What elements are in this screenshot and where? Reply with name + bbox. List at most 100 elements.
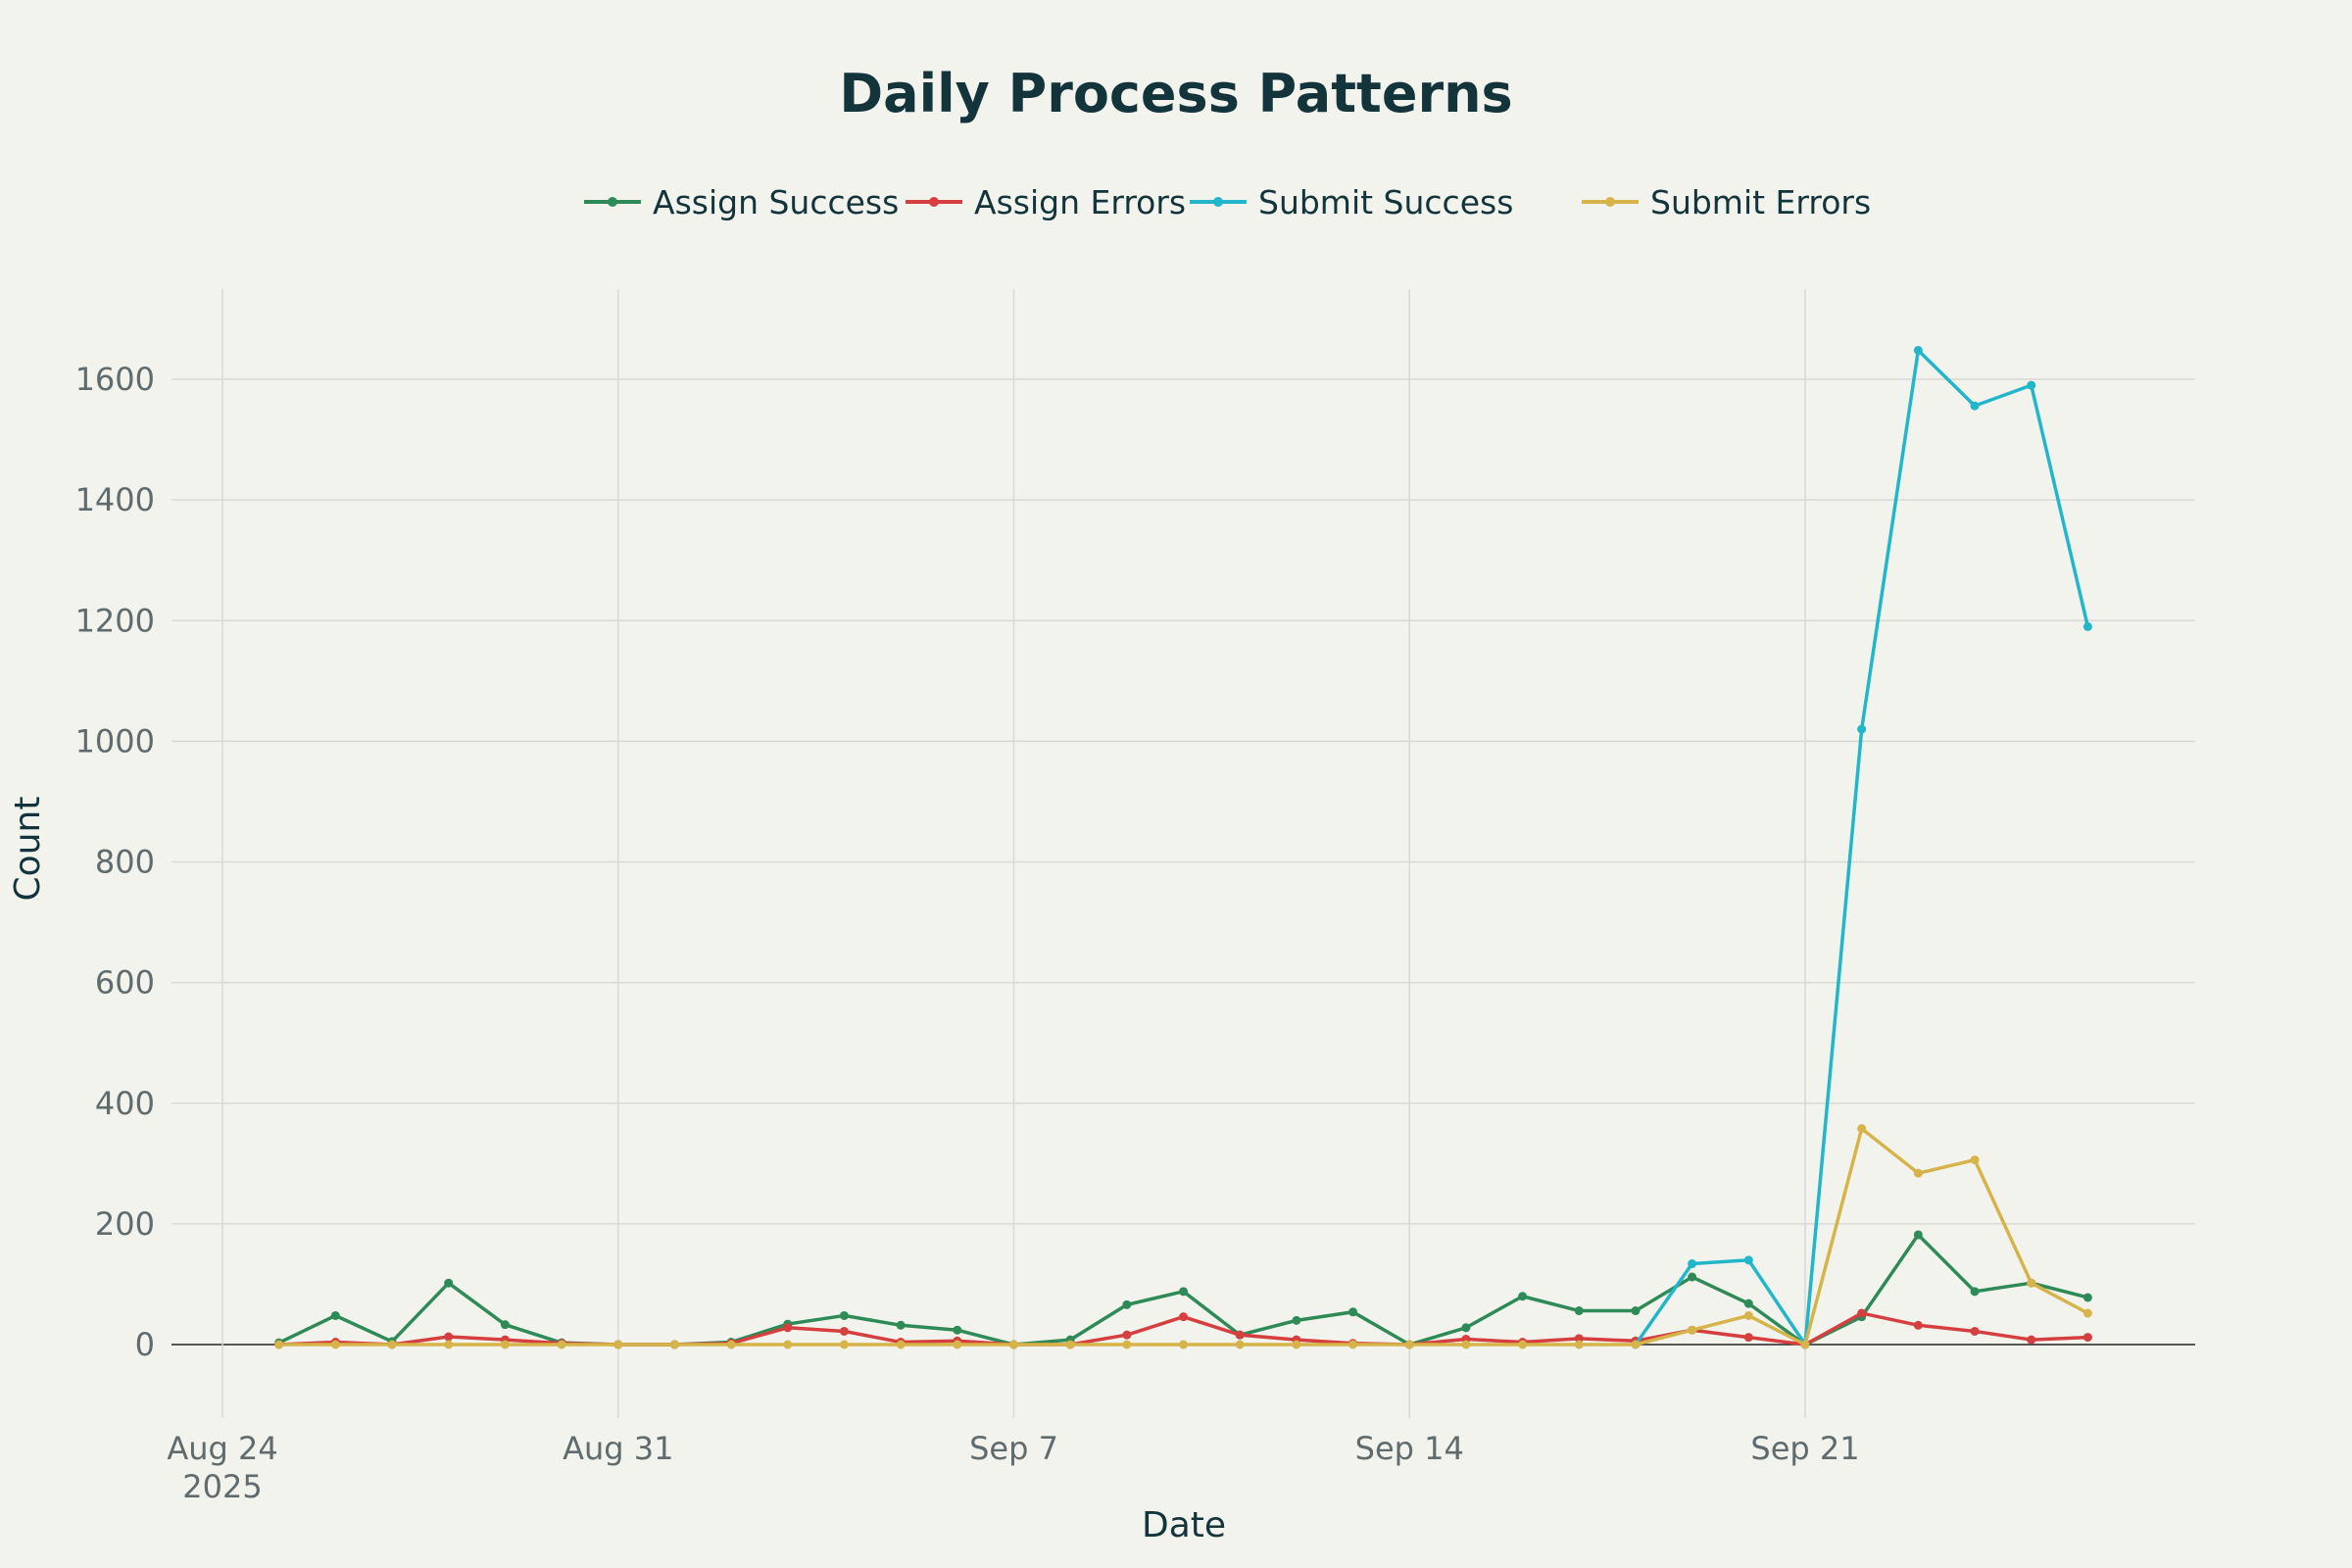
data-point — [726, 1340, 736, 1349]
data-point — [1743, 1255, 1753, 1265]
data-point — [1518, 1340, 1528, 1349]
data-point — [1292, 1315, 1301, 1325]
data-point — [1235, 1340, 1245, 1349]
data-point — [1800, 1340, 1810, 1349]
data-point — [444, 1340, 454, 1349]
data-point — [1913, 1320, 1923, 1330]
data-point — [500, 1340, 510, 1349]
data-point — [1631, 1340, 1641, 1349]
data-point — [1122, 1340, 1132, 1349]
legend-label: Assign Success — [653, 183, 899, 221]
x-tick-label: Aug 24 — [167, 1430, 277, 1467]
data-point — [2082, 1333, 2092, 1343]
data-point — [1913, 345, 1923, 355]
data-point — [1235, 1330, 1245, 1340]
data-point — [839, 1310, 849, 1320]
data-point — [2027, 380, 2036, 390]
data-point — [444, 1278, 454, 1288]
data-point — [274, 1340, 284, 1349]
data-point — [1913, 1168, 1923, 1178]
data-point — [1292, 1340, 1301, 1349]
legend-item[interactable]: Assign Success — [584, 183, 899, 221]
data-point — [1970, 1326, 1980, 1336]
series-submit-success — [1631, 345, 2092, 1349]
data-point — [1461, 1323, 1471, 1333]
data-point — [1688, 1325, 1697, 1335]
data-point — [1970, 401, 1980, 411]
legend-marker — [1605, 197, 1615, 207]
series-layer — [274, 345, 2092, 1349]
data-point — [1518, 1292, 1528, 1301]
data-point — [1122, 1330, 1132, 1340]
x-tick-label: Sep 14 — [1355, 1430, 1464, 1467]
data-point — [1348, 1340, 1358, 1349]
data-point — [953, 1325, 962, 1335]
data-point — [2082, 1308, 2092, 1318]
legend-label: Assign Errors — [974, 183, 1186, 221]
data-point — [1574, 1340, 1584, 1349]
legend-marker — [608, 197, 617, 207]
data-point — [557, 1340, 566, 1349]
legend-marker — [929, 197, 939, 207]
legend: Assign Success Assign Errors Submit Succes… — [584, 183, 1871, 221]
y-tick-label: 1600 — [75, 361, 155, 398]
data-point — [2082, 1293, 2092, 1302]
chart-title: Daily Process Patterns — [839, 63, 1512, 124]
series-submit-errors — [274, 1124, 2092, 1349]
data-point — [896, 1340, 906, 1349]
data-point — [1688, 1272, 1697, 1282]
data-point — [1574, 1306, 1584, 1316]
x-tick-label: Aug 31 — [563, 1430, 673, 1467]
data-point — [2027, 1278, 2036, 1288]
data-point — [1857, 1308, 1867, 1318]
data-point — [896, 1320, 906, 1330]
data-point — [1688, 1259, 1697, 1269]
data-point — [1122, 1299, 1132, 1309]
data-point — [330, 1340, 340, 1349]
data-point — [1743, 1310, 1753, 1320]
y-tick-label: 200 — [95, 1205, 155, 1243]
x-tick-label: Sep 7 — [969, 1430, 1058, 1467]
data-point — [1913, 1230, 1923, 1240]
data-point — [839, 1326, 849, 1336]
data-point — [953, 1340, 962, 1349]
x-tick-sublabel: 2025 — [182, 1468, 262, 1505]
data-point — [613, 1340, 623, 1349]
legend-label: Submit Success — [1258, 183, 1513, 221]
legend-item[interactable]: Assign Errors — [906, 183, 1186, 221]
y-tick-label: 1000 — [75, 722, 155, 760]
y-tick-label: 400 — [95, 1085, 155, 1122]
data-point — [2082, 621, 2092, 631]
grid — [172, 289, 2195, 1418]
data-point — [783, 1323, 793, 1333]
data-point — [500, 1320, 510, 1330]
data-point — [783, 1340, 793, 1349]
y-tick-label: 0 — [135, 1326, 155, 1363]
data-point — [1348, 1307, 1358, 1317]
data-point — [839, 1340, 849, 1349]
data-point — [1631, 1306, 1641, 1316]
data-point — [1461, 1340, 1471, 1349]
data-point — [1009, 1340, 1018, 1349]
y-axis-title: Count — [8, 797, 48, 902]
y-tick-label: 1400 — [75, 481, 155, 518]
y-axis: 0 200 400 600 800 1000 1200 1400 1600 — [75, 361, 155, 1363]
y-tick-label: 1200 — [75, 602, 155, 639]
legend-marker — [1213, 197, 1223, 207]
legend-label: Submit Errors — [1650, 183, 1871, 221]
data-point — [1179, 1340, 1189, 1349]
data-point — [387, 1340, 397, 1349]
data-point — [1857, 724, 1867, 734]
data-point — [1404, 1340, 1414, 1349]
x-axis-title: Date — [1142, 1505, 1226, 1545]
data-point — [1574, 1334, 1584, 1344]
data-point — [1970, 1287, 1980, 1297]
data-point — [1743, 1298, 1753, 1308]
legend-item[interactable]: Submit Success — [1190, 183, 1513, 221]
data-point — [444, 1332, 454, 1342]
data-point — [1065, 1340, 1075, 1349]
data-point — [2027, 1335, 2036, 1345]
legend-item[interactable]: Submit Errors — [1582, 183, 1871, 221]
